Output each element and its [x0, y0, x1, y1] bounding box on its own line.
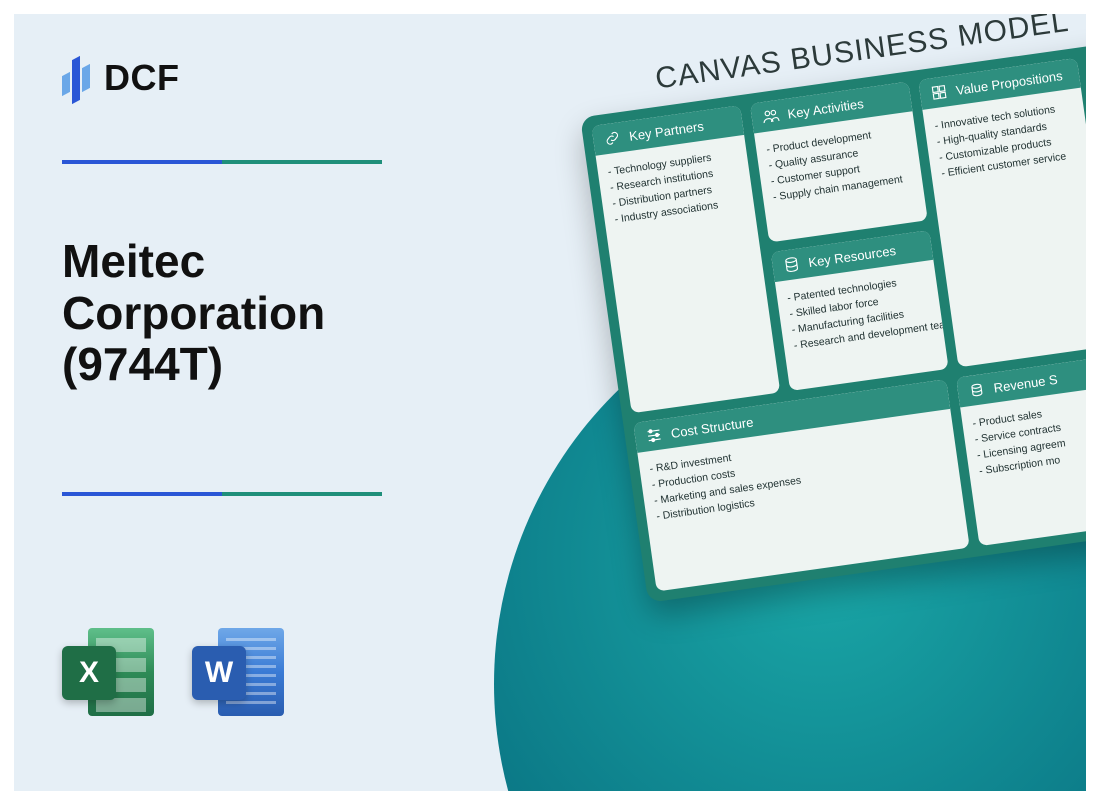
- card-title: Cost Structure: [670, 414, 754, 440]
- card-title: Key Partners: [628, 118, 705, 143]
- divider-top: [62, 160, 382, 164]
- app-icons-row: X W: [62, 624, 288, 720]
- canvas-slab: Key Partners - Technology suppliers - Re…: [580, 20, 1086, 603]
- card-value-propositions: Value Propositions - Innovative tech sol…: [918, 58, 1086, 367]
- canvas-wrap: CANVAS BUSINESS MODEL Key Partners - Tec…: [574, 14, 1086, 603]
- grid-icon: [929, 82, 949, 102]
- database-icon: [781, 254, 801, 274]
- page-title: Meitec Corporation (9744T): [62, 236, 442, 391]
- coins-icon: [967, 380, 987, 400]
- card-cost-structure: Cost Structure - R&D investment - Produc…: [633, 379, 970, 591]
- brand-logo-mark: [62, 52, 94, 104]
- divider-bottom: [62, 492, 382, 496]
- card-revenue-streams: Revenue S - Product sales - Service cont…: [956, 337, 1086, 546]
- card-title: Key Activities: [787, 96, 865, 122]
- excel-badge: X: [62, 646, 116, 700]
- card-title: Key Resources: [807, 243, 896, 270]
- brand-name: DCF: [104, 57, 180, 99]
- card-key-resources: Key Resources - Patented technologies - …: [771, 230, 949, 391]
- sliders-icon: [644, 425, 664, 445]
- word-badge: W: [192, 646, 246, 700]
- col-activities-resources: Key Activities - Product development - Q…: [750, 82, 949, 391]
- card-key-activities: Key Activities - Product development - Q…: [750, 82, 928, 243]
- users-icon: [761, 106, 781, 126]
- page-frame: DCF Meitec Corporation (9744T) X W CANVA…: [14, 14, 1086, 791]
- link-icon: [602, 128, 622, 148]
- card-key-partners: Key Partners - Technology suppliers - Re…: [591, 105, 780, 413]
- brand-logo: DCF: [62, 52, 180, 104]
- excel-icon: X: [62, 624, 158, 720]
- card-title: Revenue S: [993, 371, 1059, 395]
- word-icon: W: [192, 624, 288, 720]
